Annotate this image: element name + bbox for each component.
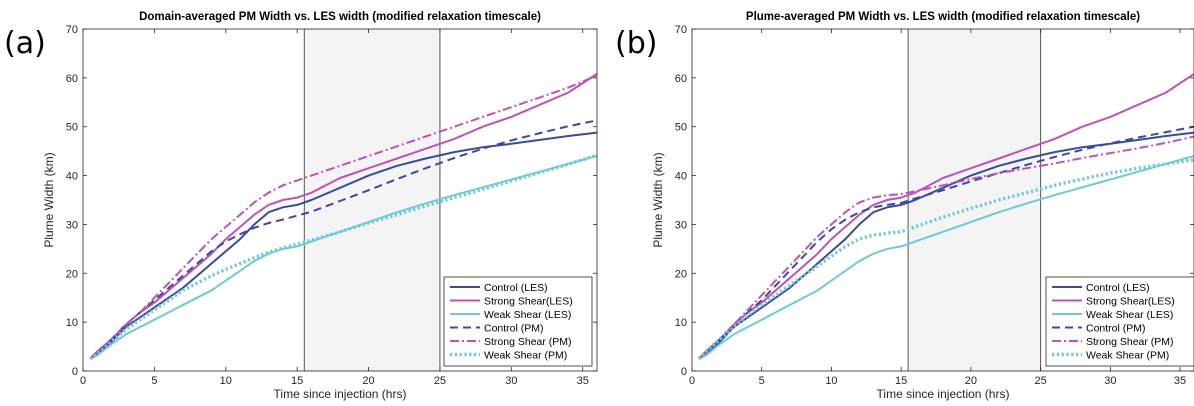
legend-entry-label: Strong Shear(LES): [1086, 295, 1175, 307]
chart-title: Domain-averaged PM Width vs. LES width (…: [139, 11, 541, 23]
series-line-weak-shear-pm: [89, 153, 597, 361]
x-tick-label: 5: [759, 375, 765, 387]
y-tick-label: 20: [675, 268, 687, 280]
shaded-region: [908, 29, 1041, 371]
y-tick-label: 30: [675, 219, 687, 231]
legend: Control (LES)Strong Shear(LES) Weak Shear…: [443, 276, 593, 367]
axes-box: [691, 28, 1194, 372]
x-tick-label: 10: [220, 375, 232, 387]
x-tick-label: 35: [577, 375, 589, 387]
x-tick-label: 30: [505, 375, 517, 387]
y-tick-label: 40: [675, 171, 687, 183]
legend-entry-label: Control (PM): [484, 322, 544, 334]
series-line-strong-shear-pm: [89, 74, 597, 360]
panel-label: (a): [4, 26, 46, 61]
y-tick-label: 50: [675, 122, 687, 134]
axes-box: [82, 28, 598, 372]
series-line-strong-shear-les: [89, 73, 597, 360]
chart-panel-a: 0 5 10 15 20 25 30 35 0 10 20 30 40 50 60 70 Domain-aver…: [4, 11, 598, 401]
y-tick-label: 30: [66, 219, 78, 231]
x-tick-label: 10: [825, 375, 837, 387]
y-tick-label: 0: [681, 366, 687, 378]
legend-entry-label: Weak Shear (PM): [1086, 349, 1169, 361]
series-line-weak-shear-pm: [697, 158, 1194, 360]
x-axis-label: Time since injection (hrs): [274, 387, 407, 401]
y-tick-label: 70: [66, 24, 78, 36]
chart-title: Plume-averaged PM Width vs. LES width (m…: [746, 11, 1140, 23]
y-axis-label: Plume Width (km): [42, 152, 56, 247]
x-tick-label: 25: [1034, 375, 1046, 387]
x-tick-label: 25: [434, 375, 446, 387]
x-tick-label: 20: [965, 375, 977, 387]
series-line-weak-shear-les: [89, 155, 597, 360]
chart-panel-b: 0 5 10 15 20 25 30 35 0 10 20 30 40 50 60 70 Plume-avera…: [615, 11, 1194, 401]
legend: Control (LES)Strong Shear(LES) Weak Shear…: [1045, 276, 1194, 367]
y-tick-label: 60: [66, 73, 78, 85]
y-tick-label: 10: [66, 317, 78, 329]
x-tick-label: 0: [689, 375, 695, 387]
legend-entry-label: Weak Shear (LES): [484, 309, 571, 321]
legend-entry-label: Strong Shear(LES): [484, 295, 573, 307]
series-line-control-les: [89, 131, 597, 360]
y-tick-label: 70: [675, 24, 687, 36]
legend-box: [1045, 276, 1194, 367]
y-tick-label: 0: [72, 366, 78, 378]
x-tick-label: 30: [1104, 375, 1116, 387]
y-axis-label: Plume Width (km): [651, 152, 665, 247]
y-tick-label: 40: [66, 171, 78, 183]
series-line-strong-shear-pm: [698, 135, 1194, 360]
x-tick-label: 15: [895, 375, 907, 387]
x-tick-label: 20: [362, 375, 374, 387]
x-tick-label: 15: [291, 375, 303, 387]
series-line-control-les: [698, 131, 1194, 360]
legend-entry-label: Control (LES): [1086, 282, 1150, 294]
panel-label: (b): [615, 26, 657, 61]
legend-entry-label: Weak Shear (PM): [484, 349, 567, 361]
legend-box: [443, 276, 593, 367]
x-axis-label: Time since injection (hrs): [877, 387, 1010, 401]
legend-entry-label: Control (LES): [484, 282, 548, 294]
y-tick-label: 50: [66, 122, 78, 134]
x-tick-label: 0: [80, 375, 86, 387]
shaded-region: [304, 29, 440, 371]
series-line-control-pm: [89, 119, 597, 360]
y-tick-label: 60: [675, 73, 687, 85]
y-tick-label: 20: [66, 268, 78, 280]
legend-entry-label: Weak Shear (LES): [1086, 309, 1173, 321]
x-tick-label: 35: [1174, 375, 1186, 387]
y-tick-label: 10: [675, 317, 687, 329]
legend-entry-label: Strong Shear (PM): [484, 336, 572, 348]
legend-entry-label: Control (PM): [1086, 322, 1146, 334]
series-line-weak-shear-les: [698, 155, 1194, 360]
series-line-strong-shear-les: [698, 73, 1194, 360]
x-tick-label: 5: [151, 375, 157, 387]
legend-entry-label: Strong Shear (PM): [1086, 336, 1174, 348]
